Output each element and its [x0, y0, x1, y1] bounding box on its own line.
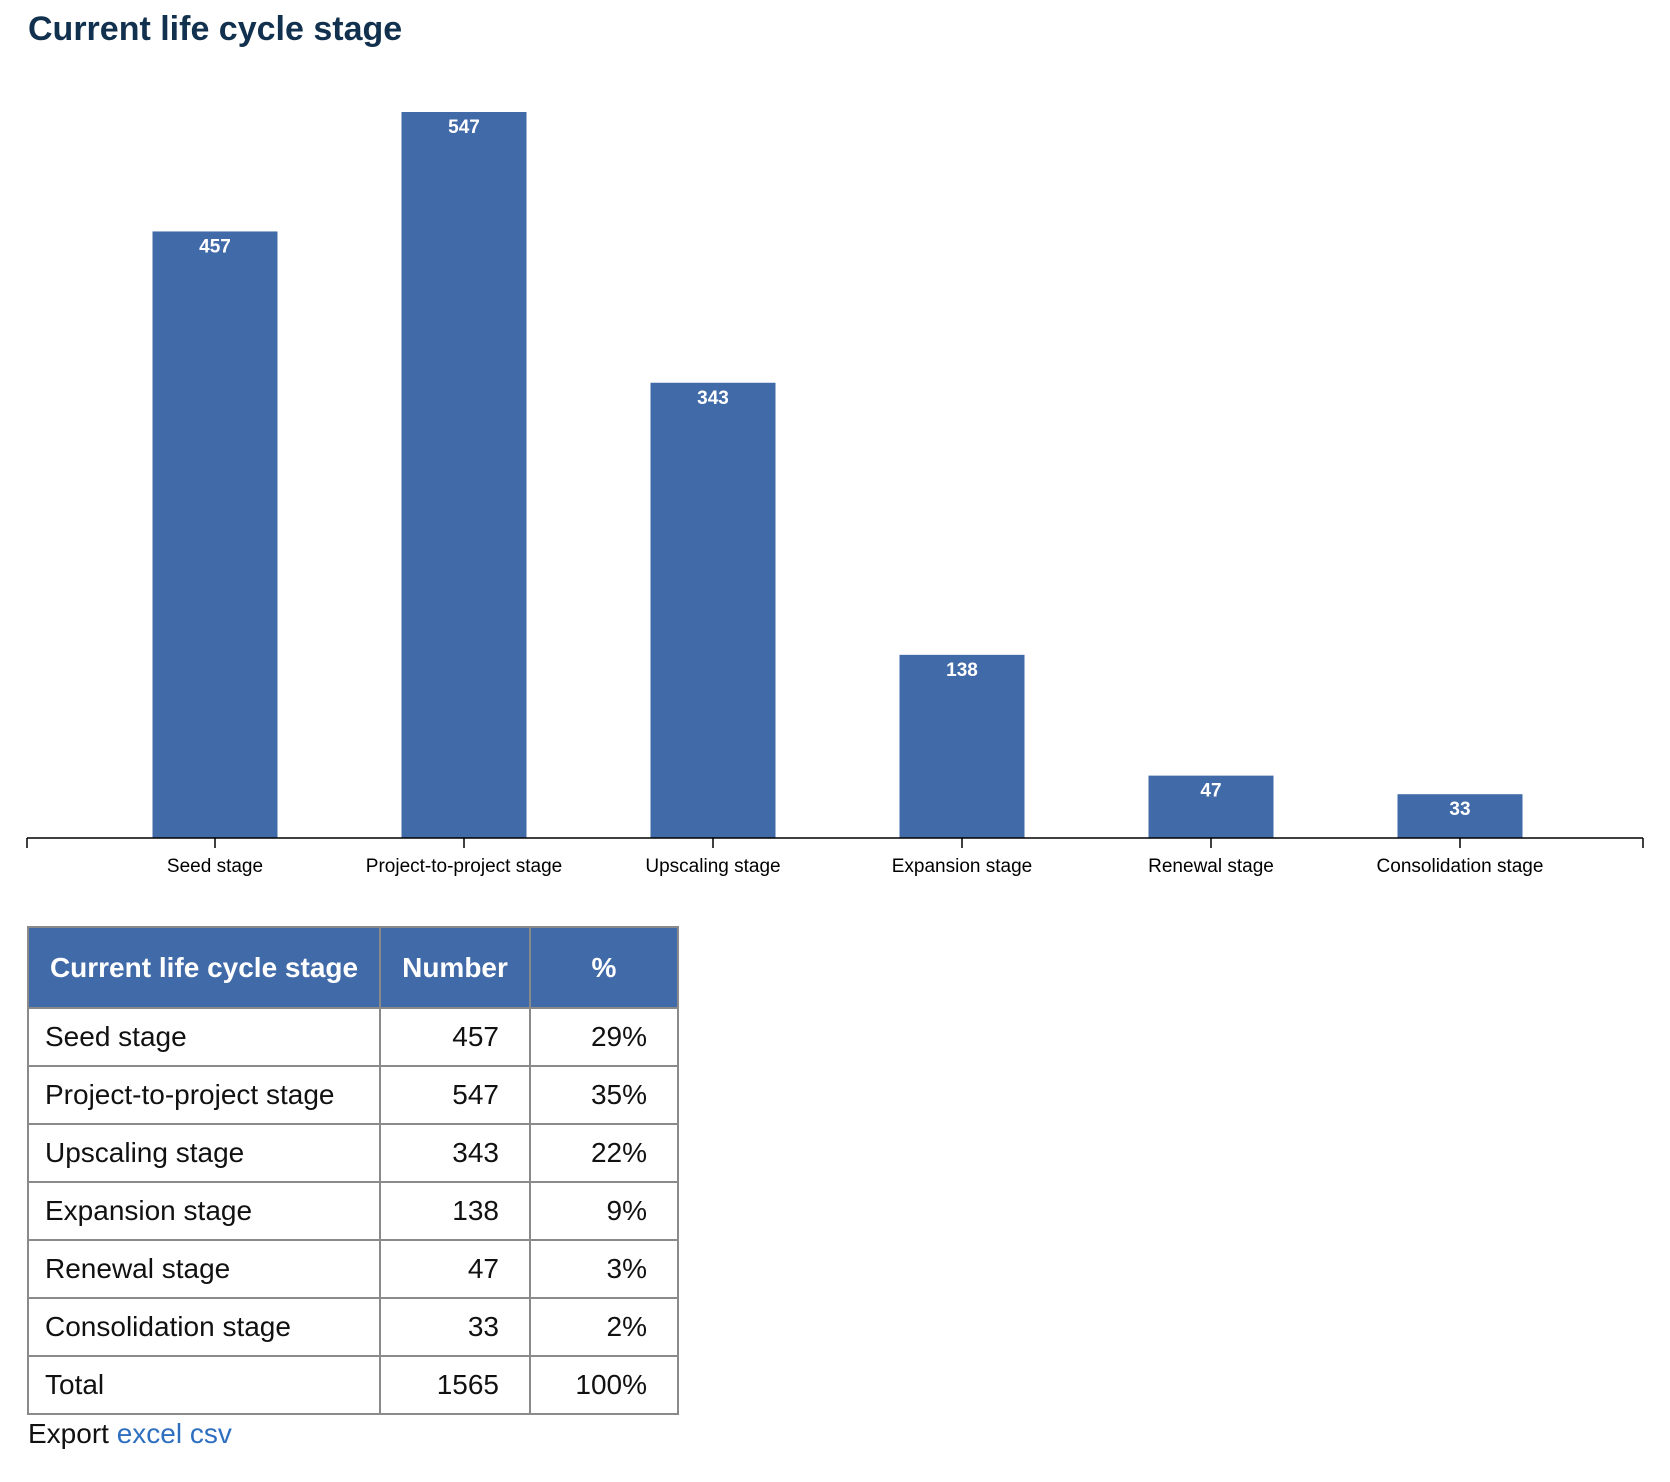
bar-value-label: 138: [946, 660, 978, 681]
data-table: Current life cycle stage Number % Seed s…: [27, 926, 679, 1415]
bar: [1148, 775, 1274, 838]
cell-number: 33: [379, 1297, 531, 1357]
cell-number: 138: [379, 1181, 531, 1241]
cell-stage: Consolidation stage: [27, 1297, 381, 1357]
x-tick-label: Upscaling stage: [645, 856, 780, 877]
bar: [650, 382, 776, 838]
export-line: Export excel csv: [28, 1418, 232, 1450]
x-ticks: [214, 838, 1461, 848]
cell-percent: 9%: [529, 1181, 679, 1241]
cell-number: 1565: [379, 1355, 531, 1415]
bar-value-label: 47: [1200, 781, 1221, 802]
cell-stage: Expansion stage: [27, 1181, 381, 1241]
bar-value-label: 547: [448, 117, 480, 138]
bar: [1397, 794, 1523, 838]
x-tick-label: Consolidation stage: [1377, 856, 1544, 877]
table-row-total: Total 1565 100%: [27, 1355, 679, 1415]
cell-number: 457: [379, 1007, 531, 1067]
cell-stage: Project-to-project stage: [27, 1065, 381, 1125]
table-row: Renewal stage 47 3%: [27, 1239, 679, 1299]
cell-stage: Renewal stage: [27, 1239, 381, 1299]
x-tick-label: Seed stage: [167, 856, 263, 877]
bar-value-label: 457: [199, 236, 231, 257]
bar: [401, 112, 527, 838]
cell-percent: 29%: [529, 1007, 679, 1067]
cell-number: 47: [379, 1239, 531, 1299]
cell-stage: Total: [27, 1355, 381, 1415]
export-label: Export: [28, 1418, 109, 1449]
cell-percent: 3%: [529, 1239, 679, 1299]
table-row: Consolidation stage 33 2%: [27, 1297, 679, 1357]
table-row: Seed stage 457 29%: [27, 1007, 679, 1067]
bars: [152, 112, 1523, 839]
export-csv-link[interactable]: csv: [189, 1418, 232, 1449]
cell-percent: 2%: [529, 1297, 679, 1357]
x-tick-label: Expansion stage: [892, 856, 1033, 877]
header-percent: %: [529, 926, 679, 1009]
bar-value-label: 343: [697, 388, 729, 409]
x-tick-label: Renewal stage: [1148, 856, 1274, 877]
table-row: Project-to-project stage 547 35%: [27, 1065, 679, 1125]
bar-value-labels: 457 547 343 138 47 33: [199, 117, 1470, 820]
cell-number: 547: [379, 1065, 531, 1125]
bar-value-label: 33: [1449, 799, 1470, 820]
x-tick-label: Project-to-project stage: [366, 856, 562, 877]
header-stage: Current life cycle stage: [27, 926, 381, 1009]
bar: [152, 231, 278, 839]
cell-number: 343: [379, 1123, 531, 1183]
table-row: Upscaling stage 343 22%: [27, 1123, 679, 1183]
table-row: Expansion stage 138 9%: [27, 1181, 679, 1241]
cell-percent: 22%: [529, 1123, 679, 1183]
page-title: Current life cycle stage: [28, 10, 403, 48]
bar: [899, 654, 1025, 838]
cell-percent: 100%: [529, 1355, 679, 1415]
cell-percent: 35%: [529, 1065, 679, 1125]
x-tick-labels: Seed stage Project-to-project stage Upscal…: [167, 856, 1544, 877]
bar-chart: 457 547 343 138 47 33 Seed stage Project-to-pro…: [26, 112, 1644, 877]
table-header-row: Current life cycle stage Number %: [27, 926, 679, 1009]
export-excel-link[interactable]: excel: [116, 1418, 183, 1449]
header-number: Number: [379, 926, 531, 1009]
cell-stage: Upscaling stage: [27, 1123, 381, 1183]
cell-stage: Seed stage: [27, 1007, 381, 1067]
